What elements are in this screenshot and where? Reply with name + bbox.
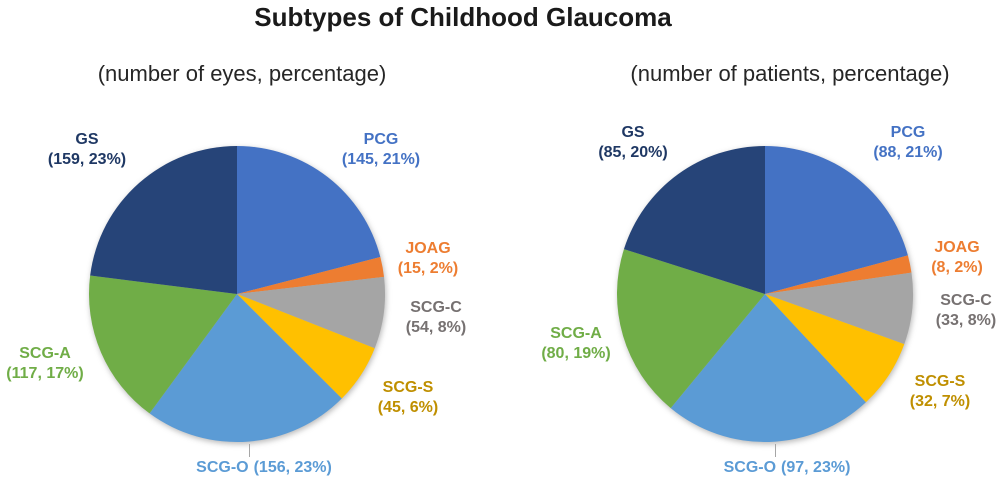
pie-slice-scg-s xyxy=(765,294,905,403)
pie-label-value: (15, 2%) xyxy=(397,260,459,277)
pie-label-pcg: PCG (88, 21%) xyxy=(873,123,942,163)
pie-label-name: SCG-A xyxy=(19,345,71,362)
pie-subtitle-eyes: (number of eyes, percentage) xyxy=(97,61,387,86)
pie-label-name: SCG-A xyxy=(550,325,602,342)
pie-slice-scg-s xyxy=(237,294,375,399)
pie-label-scg-s: SCG-S (32, 7%) xyxy=(910,372,970,412)
pie-label-value: (97, 23%) xyxy=(781,459,851,476)
pie-label-value: (156, 23%) xyxy=(253,459,332,476)
label-leader-line xyxy=(249,444,250,457)
pie-label-name: SCG-C xyxy=(410,299,462,316)
pie-label-value: (88, 21%) xyxy=(873,144,943,161)
pie-label-name: SCG-S xyxy=(382,379,434,396)
pie-label-value: (145, 21%) xyxy=(341,151,421,168)
pie-label-value: (85, 20%) xyxy=(598,144,668,161)
pie-chart-eyes xyxy=(88,145,386,443)
pie-label-scg-a: SCG-A (80, 19%) xyxy=(541,324,610,364)
pie-label-scg-a: SCG-A (117, 17%) xyxy=(6,344,83,384)
pie-label-scg-s: SCG-S (45, 6%) xyxy=(378,378,438,418)
pie-label-name: GS xyxy=(75,131,99,148)
pie-label-value: (159, 23%) xyxy=(47,151,127,168)
pie-label-name: SCG-O xyxy=(723,459,777,476)
pie-label-scg-c: SCG-C (33, 8%) xyxy=(936,291,996,331)
pie-slice-pcg xyxy=(765,145,908,294)
pie-slice-scg-o xyxy=(670,294,866,443)
pie-label-name: PCG xyxy=(363,131,399,148)
pie-label-name: SCG-O xyxy=(196,459,249,476)
pie-label-name: SCG-S xyxy=(914,373,966,390)
pie-slice-pcg xyxy=(237,145,381,294)
pie-slice-gs xyxy=(90,145,237,294)
pie-panel-eyes: (number of eyes, percentage) PCG (145, 2… xyxy=(6,61,466,478)
pie-label-joag: JOAG (15, 2%) xyxy=(398,239,458,279)
pie-label-value: (8, 2%) xyxy=(931,259,983,276)
pie-subtitle-patients: (number of patients, percentage) xyxy=(630,61,950,86)
pie-label-scg-c: SCG-C (54, 8%) xyxy=(406,298,466,338)
label-leader-line xyxy=(775,444,776,457)
pie-slice-joag xyxy=(765,255,912,294)
pie-label-value: (45, 6%) xyxy=(377,399,439,416)
pie-label-value: (32, 7%) xyxy=(909,393,971,410)
pie-label-pcg: PCG (145, 21%) xyxy=(342,130,420,170)
pie-slice-scg-o xyxy=(149,294,342,443)
pie-label-scg-o: SCG-O (97, 23%) xyxy=(724,458,851,478)
pie-slice-scg-a xyxy=(616,249,765,409)
pie-label-name: SCG-C xyxy=(940,292,992,309)
pie-label-name: JOAG xyxy=(405,240,451,257)
pie-label-value: (33, 8%) xyxy=(935,312,997,329)
pie-slice-scg-c xyxy=(237,276,386,349)
pie-label-name: PCG xyxy=(890,124,926,141)
pie-label-scg-o: SCG-O (156, 23%) xyxy=(196,458,332,478)
pie-label-value: (80, 19%) xyxy=(541,345,611,362)
pie-label-value: (54, 8%) xyxy=(405,319,467,336)
pie-slice-scg-c xyxy=(765,272,914,345)
pie-label-name: JOAG xyxy=(934,239,980,256)
pie-panel-patients: (number of patients, percentage) PCG (88… xyxy=(500,0,1000,487)
pie-label-gs: GS (159, 23%) xyxy=(48,130,126,170)
pie-label-name: GS xyxy=(621,124,645,141)
pie-label-joag: JOAG (8, 2%) xyxy=(931,238,983,278)
pie-chart-patients xyxy=(616,145,914,443)
chart-title: Subtypes of Childhood Glaucoma xyxy=(254,2,672,32)
pie-slice-gs xyxy=(623,145,765,294)
pie-slice-scg-a xyxy=(88,275,237,414)
pie-label-value: (117, 17%) xyxy=(6,365,84,382)
pie-label-gs: GS (85, 20%) xyxy=(598,123,667,163)
pie-slice-joag xyxy=(237,257,385,294)
